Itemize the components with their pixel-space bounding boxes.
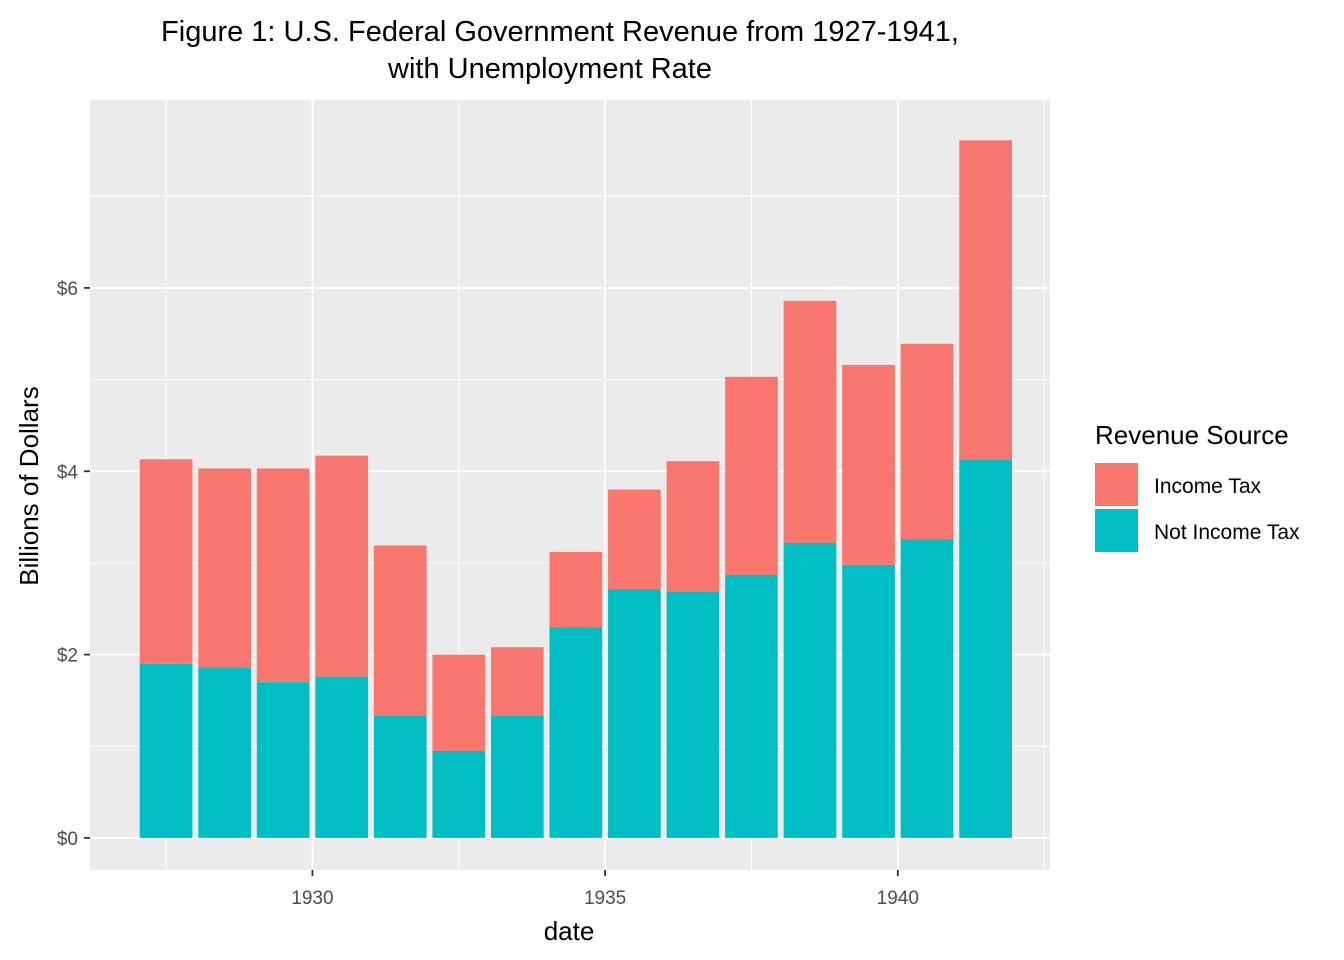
bar-not-income-tax	[373, 716, 427, 838]
bar-income-tax	[900, 343, 954, 540]
bars-group	[139, 140, 1012, 838]
bar-not-income-tax	[198, 667, 251, 838]
bar-income-tax	[373, 545, 427, 716]
bar-income-tax	[666, 461, 720, 592]
y-tick-label: $6	[57, 279, 78, 300]
bar-not-income-tax	[432, 750, 486, 838]
bar-not-income-tax	[139, 663, 193, 838]
bar-income-tax	[608, 489, 661, 590]
bar-income-tax	[842, 364, 895, 565]
bar-income-tax	[198, 468, 251, 668]
bar-income-tax	[725, 376, 778, 575]
bar-income-tax	[490, 647, 544, 716]
bar-not-income-tax	[783, 542, 837, 838]
legend-key-income-tax	[1095, 463, 1138, 506]
bar-not-income-tax	[256, 682, 310, 838]
chart-title-line-2: with Unemployment Rate	[387, 53, 712, 85]
y-axis-ticks: $0 $2 $4 $6	[57, 279, 90, 850]
bar-income-tax	[139, 459, 193, 664]
x-axis-title: date	[544, 916, 595, 946]
y-axis-title: Billions of Dollars	[14, 386, 44, 585]
bar-income-tax	[549, 551, 603, 628]
bar-not-income-tax	[842, 564, 895, 838]
legend-label-not-income-tax: Not Income Tax	[1154, 521, 1300, 544]
bar-not-income-tax	[608, 589, 661, 838]
y-tick-label: $2	[57, 646, 78, 667]
bar-not-income-tax	[725, 574, 778, 838]
y-tick-label: $0	[57, 829, 78, 850]
bar-income-tax	[432, 654, 486, 751]
legend-title: Revenue Source	[1095, 420, 1289, 450]
bar-income-tax	[783, 300, 837, 543]
x-tick-label: 1930	[291, 888, 333, 909]
bar-income-tax	[959, 140, 1012, 460]
bar-not-income-tax	[315, 676, 369, 838]
legend-label-income-tax: Income Tax	[1154, 475, 1261, 498]
y-tick-label: $4	[57, 462, 79, 483]
bar-not-income-tax	[490, 716, 544, 838]
bar-not-income-tax	[666, 591, 720, 838]
x-tick-label: 1940	[877, 888, 919, 909]
x-axis-ticks: 1930 1935 1940	[291, 870, 919, 909]
bar-not-income-tax	[900, 539, 954, 838]
bar-income-tax	[256, 468, 310, 683]
legend: Revenue Source Income Tax Not Income Tax	[1095, 420, 1300, 552]
bar-income-tax	[315, 455, 369, 677]
bar-not-income-tax	[549, 627, 603, 838]
legend-key-not-income-tax	[1095, 509, 1138, 552]
chart-title-line-1: Figure 1: U.S. Federal Government Revenu…	[161, 16, 959, 48]
x-tick-label: 1935	[584, 888, 626, 909]
bar-not-income-tax	[959, 459, 1012, 838]
